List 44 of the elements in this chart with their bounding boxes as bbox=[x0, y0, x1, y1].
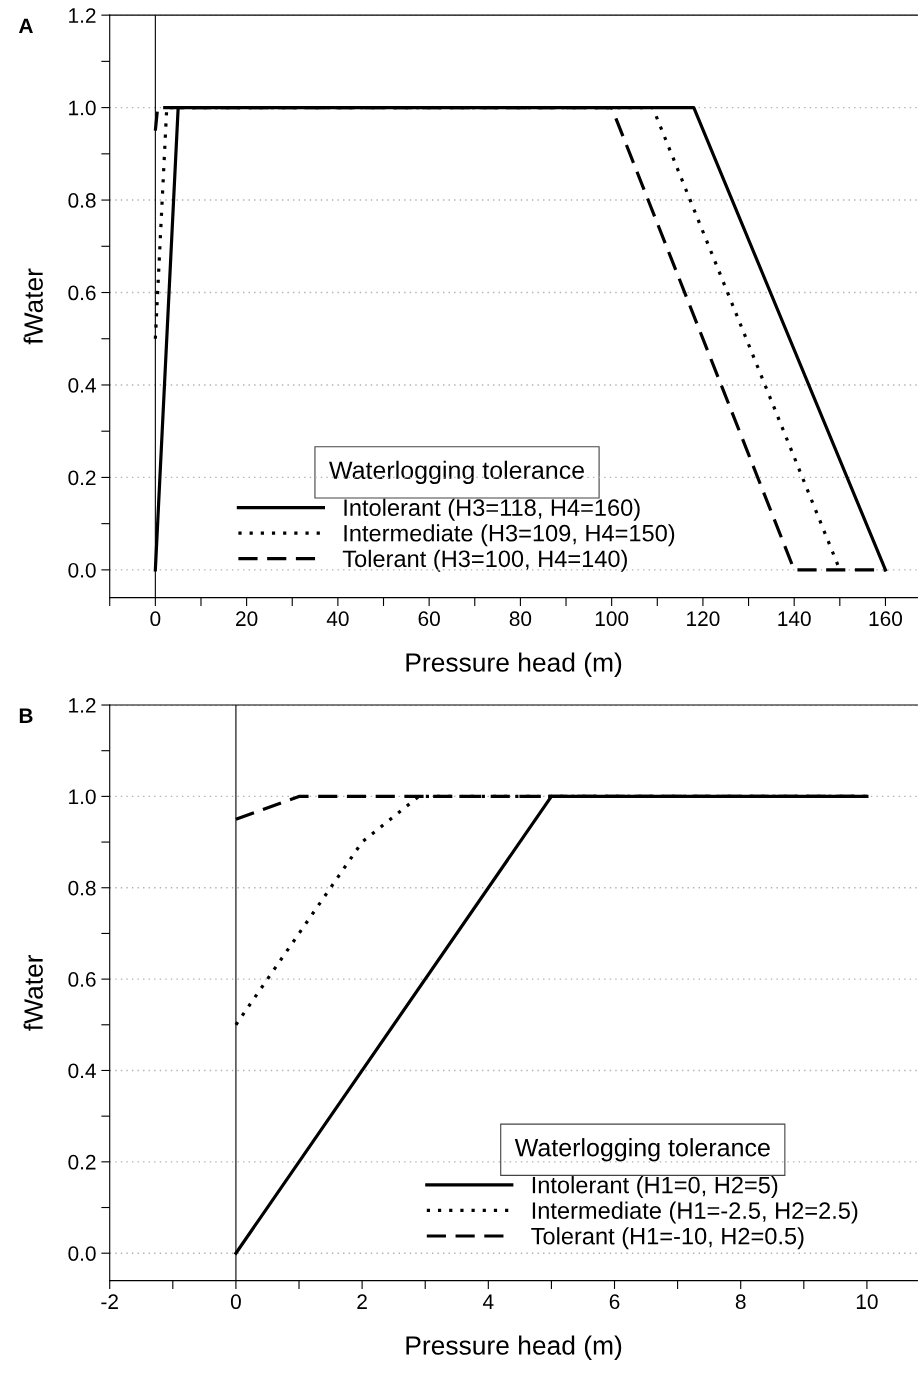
x-tick-label: 140 bbox=[778, 611, 811, 627]
y-tick-label: 1.0 bbox=[69, 789, 96, 805]
legend-label: Intermediate (H1=-2.5, H2=2.5) bbox=[532, 1201, 858, 1224]
y-tick-label: 0.6 bbox=[68, 285, 96, 301]
legend-title: Waterlogging tolerance bbox=[514, 1138, 770, 1162]
y-tick-label: 1.2 bbox=[69, 698, 96, 713]
legend-label: Intermediate (H3=109, H4=150) bbox=[344, 524, 675, 547]
y-axis-title: fWater bbox=[23, 268, 43, 345]
x-axis-title: Pressure head (m) bbox=[406, 652, 622, 678]
y-tick-label: 0.0 bbox=[68, 562, 96, 578]
x-tick-label: 10 bbox=[856, 1294, 878, 1310]
x-tick-label: 4 bbox=[483, 1294, 494, 1309]
y-axis-title: fWater bbox=[23, 954, 43, 1031]
y-tick-label: 0.8 bbox=[68, 880, 96, 896]
x-tick-label: 80 bbox=[509, 611, 532, 627]
x-tick-label: 0 bbox=[150, 611, 161, 627]
chart-title: A bbox=[18, 18, 33, 33]
legend-label: Tolerant (H3=100, H4=140) bbox=[342, 549, 627, 572]
x-tick-label: 6 bbox=[609, 1294, 620, 1310]
x-tick-label: 2 bbox=[357, 1294, 367, 1309]
x-axis-title: Pressure head (m) bbox=[406, 1335, 622, 1361]
y-tick-label: 0.4 bbox=[68, 377, 96, 393]
legend-label: Intolerant (H3=118, H4=160) bbox=[344, 498, 640, 521]
y-tick-label: 0.2 bbox=[68, 1154, 96, 1170]
chart-title: B bbox=[19, 708, 33, 723]
legend-label: Intolerant (H1=0, H2=5) bbox=[532, 1176, 778, 1199]
x-tick-label: 0 bbox=[230, 1294, 241, 1310]
y-tick-label: 1.0 bbox=[69, 100, 96, 116]
y-tick-label: 0.6 bbox=[68, 972, 96, 987]
y-tick-label: 0.2 bbox=[68, 470, 96, 486]
x-tick-label: 120 bbox=[687, 611, 720, 627]
y-tick-label: 1.2 bbox=[69, 8, 96, 23]
x-tick-label: 40 bbox=[326, 611, 349, 627]
y-tick-label: 0.0 bbox=[68, 1246, 96, 1261]
x-tick-label: 8 bbox=[735, 1294, 746, 1310]
y-tick-label: 0.8 bbox=[68, 193, 96, 208]
x-tick-label: -2 bbox=[101, 1294, 118, 1309]
x-tick-label: 160 bbox=[869, 611, 903, 627]
x-tick-label: 60 bbox=[418, 611, 440, 627]
x-tick-label: 100 bbox=[595, 611, 629, 627]
x-tick-label: 20 bbox=[236, 611, 258, 627]
legend-label: Tolerant (H1=-10, H2=0.5) bbox=[531, 1227, 804, 1250]
y-tick-label: 0.4 bbox=[68, 1063, 96, 1079]
legend-title: Waterlogging tolerance bbox=[329, 460, 584, 485]
